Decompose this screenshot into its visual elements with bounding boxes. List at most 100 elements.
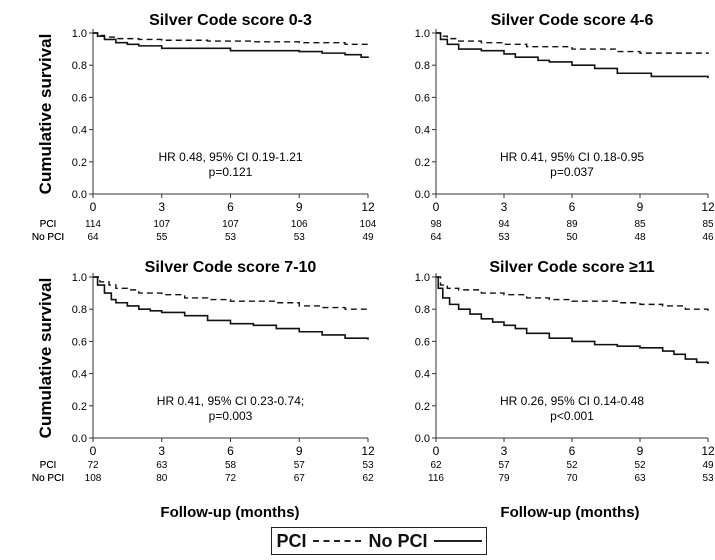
- risk-row-label: No PCI: [32, 232, 64, 243]
- risk-count: 89: [566, 219, 578, 230]
- risk-count: 104: [360, 219, 377, 230]
- panel-title: Silver Code score 7-10: [145, 259, 317, 276]
- hr-annotation: HR 0.41, 95% CI 0.18-0.95: [500, 150, 644, 164]
- x-axis-label-right: Follow-up (months): [500, 504, 639, 521]
- risk-count: 49: [702, 460, 714, 471]
- risk-count: 57: [294, 460, 306, 471]
- x-tick-label: 9: [296, 200, 303, 214]
- km-panel-4: Silver Code score ≥11 0.0 0.2 0.4 0.6 0.8 1.0 0…: [32, 259, 715, 484]
- x-tick-label: 3: [158, 444, 165, 458]
- risk-row-label: No PCI: [32, 473, 64, 484]
- km-panel-3: Silver Code score 7-10 0.0 0.2 0.4 0.6 0.8 1.0…: [32, 259, 375, 484]
- x-tick-label: 6: [227, 444, 234, 458]
- risk-count: 107: [222, 219, 239, 230]
- risk-count: 85: [702, 219, 714, 230]
- y-tick-label: 0.6: [415, 92, 430, 104]
- x-tick-label: 12: [701, 200, 715, 214]
- km-panel-2: Silver Code score 4-6 0.0 0.2 0.4 0.6 0.8 1.0 0…: [32, 12, 715, 243]
- legend-item-pci: PCI: [276, 530, 361, 552]
- risk-row-label: PCI: [40, 219, 57, 230]
- risk-count: 98: [430, 219, 442, 230]
- risk-count: 58: [225, 460, 237, 471]
- risk-count: 72: [225, 473, 237, 484]
- legend-label-no-pci: No PCI: [368, 530, 428, 551]
- pci-survival-curve: [436, 32, 709, 54]
- y-tick-label: 0.8: [415, 304, 430, 316]
- hr-annotation: HR 0.26, 95% CI 0.14-0.48: [500, 394, 644, 408]
- risk-count: 79: [498, 473, 510, 484]
- y-tick-label: 0.4: [415, 369, 430, 381]
- risk-count: 53: [225, 232, 237, 243]
- risk-count: 53: [498, 232, 510, 243]
- x-tick-label: 0: [433, 200, 440, 214]
- legend: PCI No PCI: [271, 527, 487, 555]
- hr-annotation: p<0.001: [550, 409, 594, 423]
- y-tick-label: 0.8: [72, 60, 87, 72]
- panel-title: Silver Code score ≥11: [489, 259, 654, 276]
- risk-row-label: No PCI: [32, 232, 64, 243]
- no-pci-survival-curve: [93, 32, 369, 58]
- panel-title: Silver Code score 0-3: [149, 12, 312, 29]
- legend-dashed-line-icon: [312, 540, 361, 542]
- risk-count: 50: [566, 232, 578, 243]
- hr-annotation: p=0.003: [209, 409, 253, 423]
- y-tick-label: 1.0: [72, 28, 87, 40]
- risk-count: 116: [428, 473, 444, 484]
- risk-count: 49: [362, 232, 374, 243]
- no-pci-survival-curve: [93, 276, 369, 340]
- y-tick-label: 0.8: [415, 60, 430, 72]
- risk-row-label: PCI: [40, 460, 57, 471]
- x-tick-label: 9: [637, 444, 644, 458]
- risk-count: 114: [85, 219, 101, 230]
- x-tick-label: 0: [90, 200, 97, 214]
- risk-count: 53: [294, 232, 306, 243]
- y-tick-label: 0.2: [72, 157, 87, 169]
- hr-annotation: p=0.037: [550, 165, 594, 179]
- risk-count: 108: [85, 473, 102, 484]
- y-tick-label: 0.8: [72, 304, 87, 316]
- y-tick-label: 1.0: [72, 272, 87, 284]
- risk-count: 64: [87, 232, 99, 243]
- y-axis-label-bottom: Cumulative survival: [36, 278, 55, 439]
- no-pci-survival-curve: [436, 276, 709, 364]
- x-tick-label: 9: [296, 444, 303, 458]
- y-tick-label: 0.0: [72, 189, 87, 201]
- y-tick-label: 0.4: [415, 125, 430, 137]
- no-pci-survival-curve: [436, 32, 709, 79]
- risk-count: 53: [702, 473, 714, 484]
- pci-survival-curve: [93, 276, 369, 311]
- risk-count: 80: [156, 473, 168, 484]
- risk-count: 67: [294, 473, 306, 484]
- risk-count: 57: [498, 460, 510, 471]
- y-tick-label: 0.4: [72, 369, 87, 381]
- pci-survival-curve: [436, 276, 709, 311]
- y-tick-label: 0.2: [415, 157, 430, 169]
- legend-label-pci: PCI: [276, 530, 307, 551]
- y-axis-label-top: Cumulative survival: [36, 34, 55, 195]
- risk-count: 52: [566, 460, 578, 471]
- risk-count: 70: [566, 473, 578, 484]
- risk-row-label: PCI: [40, 219, 57, 230]
- y-tick-label: 0.2: [415, 401, 430, 413]
- risk-count: 106: [291, 219, 308, 230]
- risk-row-label: PCI: [40, 460, 57, 471]
- x-tick-label: 9: [637, 200, 644, 214]
- risk-count: 52: [634, 460, 646, 471]
- risk-count: 62: [430, 460, 442, 471]
- y-tick-label: 1.0: [415, 272, 430, 284]
- hr-annotation: HR 0.41, 95% CI 0.23-0.74;: [157, 394, 304, 408]
- hr-annotation: p=0.121: [209, 165, 253, 179]
- y-tick-label: 0.0: [415, 433, 430, 445]
- risk-count: 62: [362, 473, 374, 484]
- x-tick-label: 0: [433, 444, 440, 458]
- x-tick-label: 6: [569, 200, 576, 214]
- x-tick-label: 12: [701, 444, 715, 458]
- risk-count: 48: [634, 232, 646, 243]
- risk-count: 53: [362, 460, 374, 471]
- y-tick-label: 0.2: [72, 401, 87, 413]
- y-tick-label: 0.0: [72, 433, 87, 445]
- x-tick-label: 6: [227, 200, 234, 214]
- risk-count: 63: [156, 460, 168, 471]
- x-tick-label: 6: [569, 444, 576, 458]
- x-tick-label: 3: [501, 200, 508, 214]
